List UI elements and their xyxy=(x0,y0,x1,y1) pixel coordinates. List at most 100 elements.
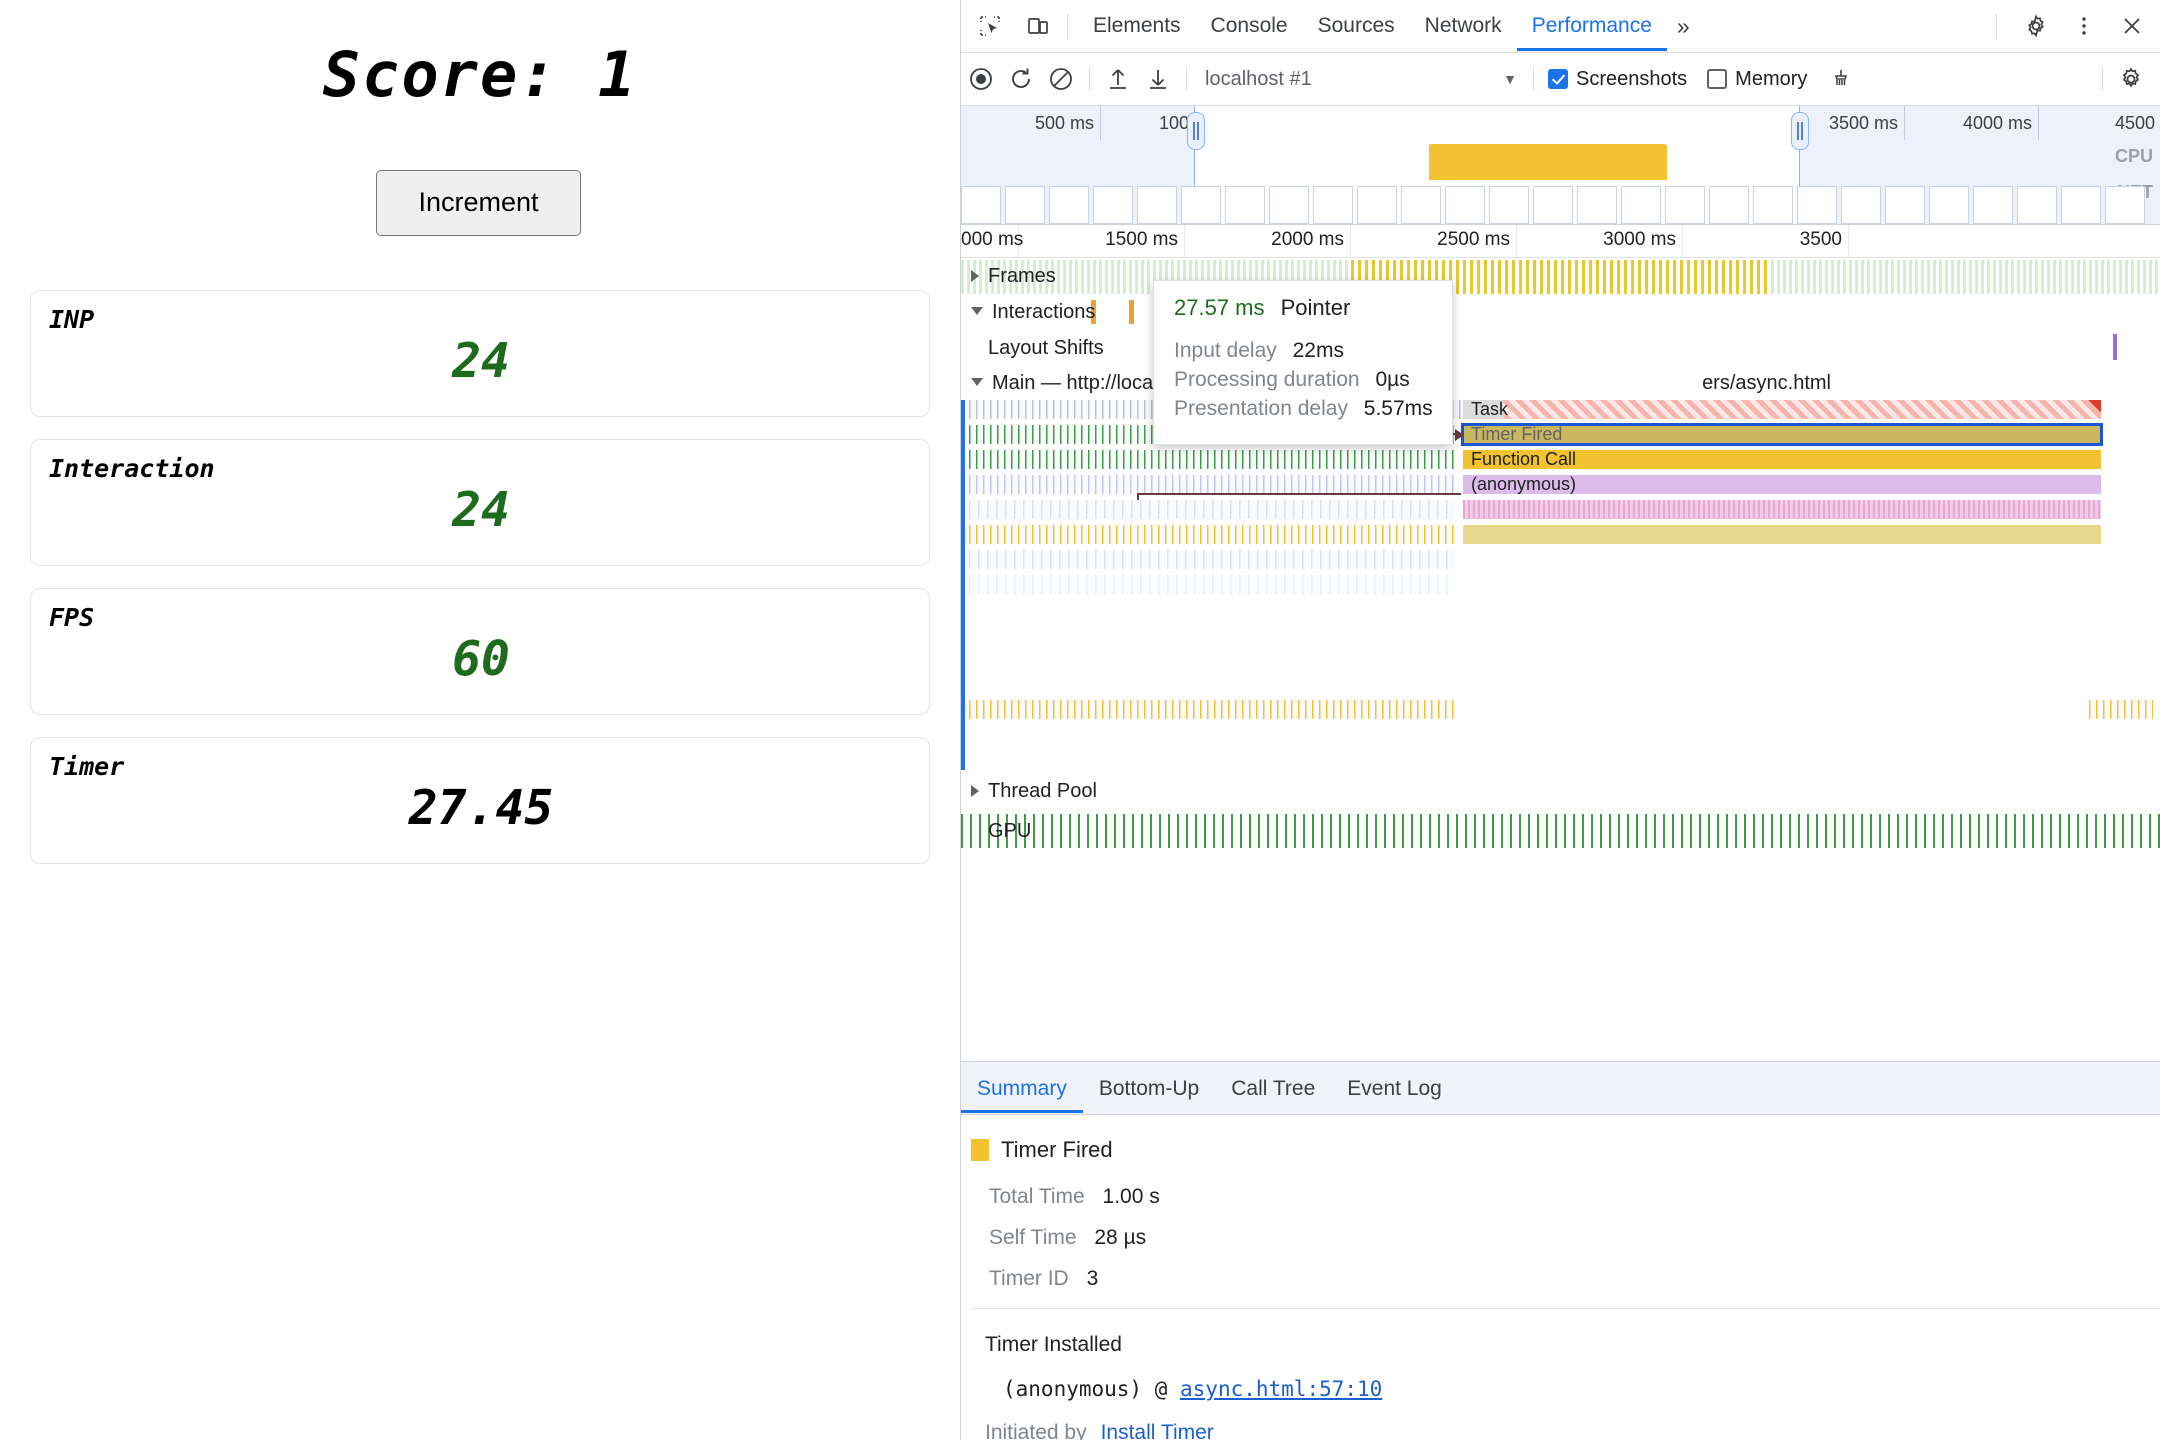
initiator-arrow-head xyxy=(1455,429,1464,441)
timeline-overview[interactable]: 500 ms 1000 ms 1500 ms 2000 ms 2500 ms 3… xyxy=(961,106,2160,225)
track-frames[interactable]: Frames xyxy=(961,258,2160,294)
overview-cpu-label: CPU xyxy=(2114,146,2153,166)
tooltip-value: 22ms xyxy=(1292,339,1344,362)
tooltip-header: 27.57 ms Pointer xyxy=(1174,295,1430,321)
device-toolbar-icon[interactable] xyxy=(1019,7,1057,45)
filmstrip-frame[interactable] xyxy=(1137,186,1177,224)
tab-network[interactable]: Network xyxy=(1424,14,1502,37)
track-gpu[interactable]: GPU xyxy=(961,812,2160,850)
capture-settings-icon[interactable] xyxy=(2111,60,2151,98)
more-tabs-icon[interactable]: » xyxy=(1676,12,1690,39)
filmstrip-frame[interactable] xyxy=(1753,186,1793,224)
metric-card-timer: Timer 27.45 xyxy=(30,737,930,864)
track-label-main-right: ers/async.html xyxy=(1702,371,1831,394)
detail-value: 1.00 s xyxy=(1102,1185,1160,1208)
detail-tab-bottom-up[interactable]: Bottom-Up xyxy=(1098,1077,1200,1100)
filmstrip-frame[interactable] xyxy=(1885,186,1925,224)
flame-row xyxy=(969,575,2160,594)
filmstrip-frame[interactable] xyxy=(1797,186,1837,224)
toolbar-divider xyxy=(1996,13,1997,39)
record-icon[interactable] xyxy=(961,60,1001,98)
filmstrip-frame[interactable] xyxy=(2017,186,2057,224)
flame-event-timer-fired[interactable]: Timer Fired xyxy=(1461,423,2103,446)
flame-event-task[interactable]: Task xyxy=(1463,400,2101,419)
recording-select[interactable]: localhost #1 ▼ xyxy=(1195,62,1525,96)
tab-console[interactable]: Console xyxy=(1210,14,1288,37)
save-profile-icon[interactable] xyxy=(1138,60,1178,98)
track-title-interactions[interactable]: Interactions xyxy=(971,294,1095,330)
track-layout-shifts[interactable]: Layout Shifts xyxy=(961,330,2160,366)
overview-tick: 3500 ms xyxy=(1771,106,1905,140)
track-title-frames[interactable]: Frames xyxy=(971,258,1056,294)
filmstrip-frame[interactable] xyxy=(1005,186,1045,224)
timeline-tracks[interactable]: Frames Interactions Layout Shifts xyxy=(961,258,2160,968)
filmstrip-frame[interactable] xyxy=(2061,186,2101,224)
layout-shift-marker[interactable] xyxy=(2113,334,2117,360)
filmstrip-frame[interactable] xyxy=(1357,186,1397,224)
collect-garbage-icon[interactable] xyxy=(1821,60,1861,98)
track-label: Layout Shifts xyxy=(988,336,1104,359)
reload-and-record-icon[interactable] xyxy=(1001,60,1041,98)
flame-event-label: Timer Fired xyxy=(1471,425,1563,444)
filmstrip-frame[interactable] xyxy=(1665,186,1705,224)
filmstrip-frame[interactable] xyxy=(1313,186,1353,224)
tab-performance[interactable]: Performance xyxy=(1517,1,1667,51)
performance-toolbar: localhost #1 ▼ Screenshots Memory xyxy=(961,53,2160,106)
track-thread-pool[interactable]: Thread Pool xyxy=(961,770,2160,812)
filmstrip-frame[interactable] xyxy=(2105,186,2145,224)
screenshot-filmstrip[interactable] xyxy=(961,184,2160,224)
metric-label: FPS xyxy=(49,603,95,632)
memory-checkbox[interactable]: Memory xyxy=(1707,68,1807,91)
track-interactions[interactable]: Interactions xyxy=(961,294,2160,330)
flame-event-stripe[interactable] xyxy=(1463,500,2101,519)
screenshots-checkbox[interactable]: Screenshots xyxy=(1548,68,1687,91)
load-profile-icon[interactable] xyxy=(1098,60,1138,98)
detail-initiated-link[interactable]: Install Timer xyxy=(1100,1421,1214,1440)
filmstrip-frame[interactable] xyxy=(1621,186,1661,224)
overview-right-handle[interactable] xyxy=(1791,112,1809,150)
tab-sources[interactable]: Sources xyxy=(1317,14,1395,37)
track-main-header[interactable]: Main — http://localho ers/async.html xyxy=(961,366,2160,400)
filmstrip-frame[interactable] xyxy=(1973,186,2013,224)
main-flame-chart[interactable]: Task Timer Fired Fu xyxy=(961,400,2160,770)
track-title-main[interactable]: Main — http://localho xyxy=(971,366,1180,400)
filmstrip-frame[interactable] xyxy=(1401,186,1441,224)
filmstrip-frame[interactable] xyxy=(1093,186,1133,224)
flame-event-band[interactable] xyxy=(1463,525,2101,544)
overview-left-handle[interactable] xyxy=(1187,112,1205,150)
timeline-tick: 000 ms xyxy=(961,225,1023,257)
kebab-menu-icon[interactable] xyxy=(2065,7,2103,45)
filmstrip-frame[interactable] xyxy=(1709,186,1749,224)
filmstrip-frame[interactable] xyxy=(961,186,1001,224)
flame-dense-band xyxy=(969,525,1455,544)
filmstrip-frame[interactable] xyxy=(1225,186,1265,224)
clear-icon[interactable] xyxy=(1041,60,1081,98)
interaction-marker[interactable] xyxy=(1129,300,1134,324)
detail-tab-summary[interactable]: Summary xyxy=(961,1063,1083,1113)
tooltip-key: Processing duration xyxy=(1174,368,1360,391)
filmstrip-frame[interactable] xyxy=(1269,186,1309,224)
flame-event-function-call[interactable]: Function Call xyxy=(1463,450,2101,469)
demo-page: Score: 1 Increment INP 24 Interaction 24… xyxy=(0,0,960,1440)
filmstrip-frame[interactable] xyxy=(1049,186,1089,224)
inspect-element-icon[interactable] xyxy=(971,7,1009,45)
detail-stack-link[interactable]: async.html:57:10 xyxy=(1180,1377,1383,1401)
filmstrip-frame[interactable] xyxy=(1929,186,1969,224)
flame-event-anonymous[interactable]: (anonymous) xyxy=(1463,475,2101,494)
filmstrip-frame[interactable] xyxy=(1489,186,1529,224)
detail-tab-event-log[interactable]: Event Log xyxy=(1347,1077,1442,1100)
interaction-marker[interactable] xyxy=(1091,300,1096,324)
screenshots-label: Screenshots xyxy=(1576,67,1688,90)
filmstrip-frame[interactable] xyxy=(1577,186,1617,224)
tab-elements[interactable]: Elements xyxy=(1093,14,1181,37)
filmstrip-frame[interactable] xyxy=(1841,186,1881,224)
filmstrip-frame[interactable] xyxy=(1181,186,1221,224)
track-title-thread-pool[interactable]: Thread Pool xyxy=(971,770,1097,812)
close-icon[interactable] xyxy=(2113,7,2151,45)
detail-event-title: Timer Fired xyxy=(971,1137,2160,1163)
filmstrip-frame[interactable] xyxy=(1533,186,1573,224)
filmstrip-frame[interactable] xyxy=(1445,186,1485,224)
gear-icon[interactable] xyxy=(2017,7,2055,45)
detail-tab-call-tree[interactable]: Call Tree xyxy=(1231,1077,1316,1100)
increment-button[interactable]: Increment xyxy=(376,170,581,236)
